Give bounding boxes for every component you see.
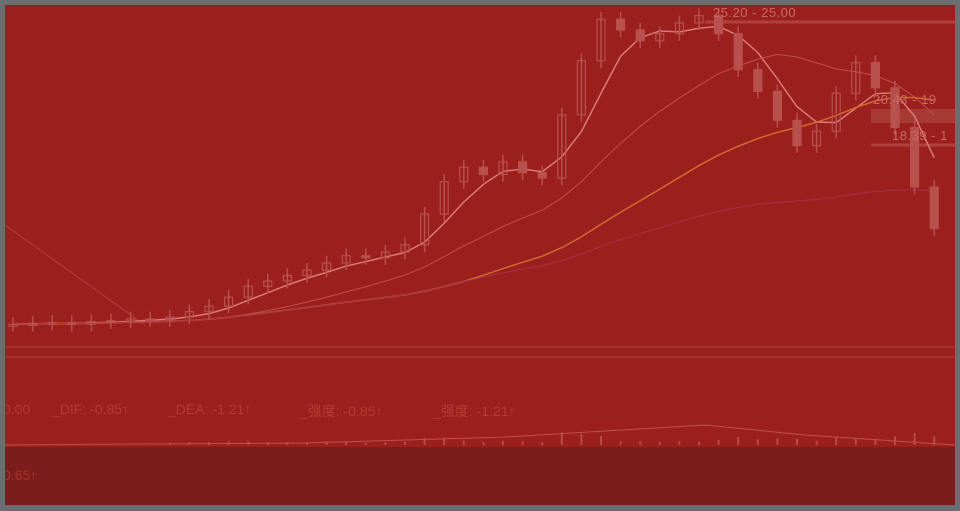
candle-body xyxy=(851,61,861,94)
candle-body xyxy=(125,318,136,322)
candle-body xyxy=(380,251,390,259)
candle-body xyxy=(596,18,606,62)
candle-body xyxy=(145,318,155,322)
candle-body xyxy=(929,186,939,230)
candle-body xyxy=(615,18,626,31)
price-label-mid: 20.43 - 19 xyxy=(873,92,937,107)
candle-body xyxy=(400,244,410,253)
candle-body xyxy=(302,269,312,277)
candle-body xyxy=(772,90,783,121)
candle-body xyxy=(459,166,469,183)
candle-body xyxy=(47,321,57,326)
candle-body xyxy=(831,92,841,132)
candle-body xyxy=(890,87,900,129)
candle-body xyxy=(870,61,881,89)
macd-strength-2: _强度: -1.21↑ xyxy=(433,403,516,419)
candle-body xyxy=(165,316,175,321)
trend-line xyxy=(5,224,146,326)
candle-body xyxy=(243,285,253,298)
macd-strength-1: _强度: -0.85↑ xyxy=(300,403,383,419)
ma-mid-line xyxy=(12,53,935,325)
candle-body xyxy=(674,22,685,35)
lower-indicator-panel: 0.65↑ xyxy=(5,447,955,505)
candle-body xyxy=(184,311,194,318)
candle-body xyxy=(263,280,273,287)
candle-body xyxy=(204,305,214,313)
candle-body xyxy=(322,262,332,271)
macd-dif: _DIF: -0.85↑ xyxy=(52,401,130,417)
candle-body xyxy=(341,255,351,264)
candle-body xyxy=(439,181,449,215)
candle-body xyxy=(635,29,645,42)
candle-body xyxy=(576,60,587,116)
candle-body xyxy=(478,166,488,176)
candle-body xyxy=(537,172,547,179)
candle-body xyxy=(224,296,234,307)
candle-body xyxy=(498,161,508,176)
lower-indicator-value: 0.65↑ xyxy=(5,467,38,483)
candle-body xyxy=(28,322,38,326)
price-label-high: 25.20 - 25.00 xyxy=(713,5,797,20)
candle-body xyxy=(694,15,704,24)
candle-body xyxy=(655,33,665,42)
candle-body xyxy=(733,33,743,71)
candlestick-chart[interactable] xyxy=(5,5,955,505)
candle-body xyxy=(86,320,97,325)
dif-line xyxy=(5,424,955,446)
candle-body xyxy=(909,126,920,188)
resistance-zone xyxy=(871,109,955,123)
candle-body xyxy=(517,161,528,174)
ma-xlong-line xyxy=(12,189,935,325)
stock-chart-window: 25.20 - 25.00 20.43 - 19 18.39 - 1 0.00 … xyxy=(5,5,955,505)
candle-body xyxy=(361,255,371,259)
candle-body xyxy=(811,130,822,147)
candle-body xyxy=(753,69,763,93)
candle-body xyxy=(8,323,18,327)
price-label-low: 18.39 - 1 xyxy=(892,128,948,143)
candle-body xyxy=(67,321,77,326)
macd-zero: 0.00 xyxy=(5,401,31,417)
candle-body xyxy=(106,320,116,324)
macd-dea: _DEA: -1.21↑ xyxy=(168,401,252,417)
candle-body xyxy=(713,15,724,35)
candle-body xyxy=(557,114,567,179)
candle-body xyxy=(282,274,292,282)
candle-body xyxy=(792,119,802,147)
candle-body xyxy=(420,213,430,246)
